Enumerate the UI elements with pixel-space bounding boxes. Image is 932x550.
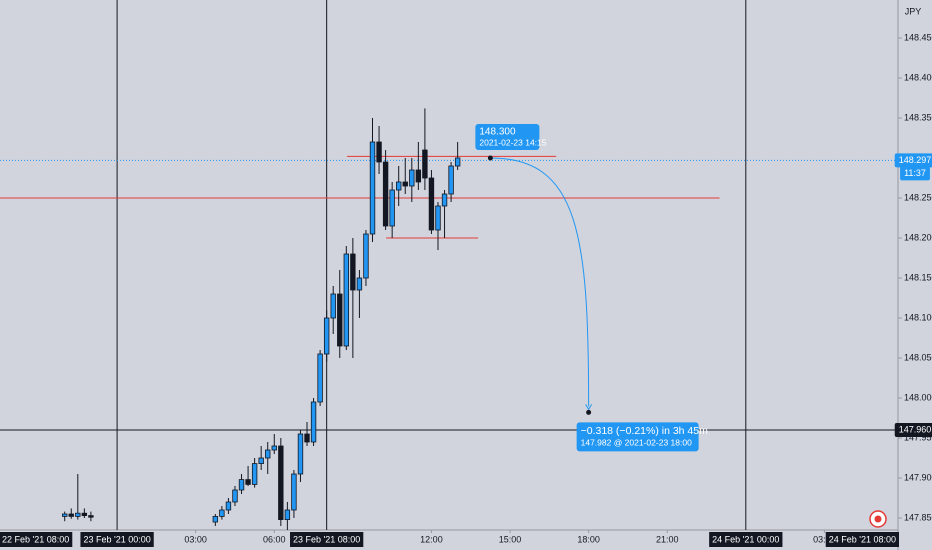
candle-body: [337, 293, 343, 347]
candle-body: [356, 277, 363, 291]
candle-body: [382, 161, 389, 227]
candle-body: [271, 445, 277, 451]
last-price-label-box: [894, 153, 932, 168]
last-price-label: 148.297: [899, 155, 932, 165]
candle-body: [278, 445, 284, 520]
x-tick-label: 12:00: [420, 534, 443, 544]
date-marker-box: [0, 532, 73, 547]
candle-body: [245, 479, 251, 485]
projection-start-box: [475, 124, 540, 150]
projection-start-price: 148.300: [479, 127, 516, 138]
candle-body: [310, 401, 317, 443]
y-tick-label: 148.250: [904, 192, 932, 202]
date-marker-label: 23 Feb '21 00:00: [83, 534, 150, 544]
candle-body: [369, 141, 376, 235]
projection-arrow: [585, 404, 593, 411]
candle-body: [409, 169, 415, 187]
date-marker-label: 22 Feb '21 08:00: [2, 534, 69, 544]
candle-body: [422, 149, 428, 179]
candle-body: [304, 433, 310, 443]
candle-body: [448, 165, 454, 195]
projection-start-date: 2021-02-23 14:15: [479, 137, 546, 147]
date-marker-box: [290, 532, 364, 547]
candle-body: [68, 513, 74, 517]
date-marker-label: 24 Feb '21 08:00: [829, 534, 896, 544]
candle-body: [389, 189, 395, 227]
candle-body: [88, 515, 94, 518]
candle-body: [376, 141, 382, 163]
candle-body: [232, 489, 238, 503]
candle-body: [428, 177, 435, 231]
candle-body: [297, 433, 304, 475]
candle-body: [396, 181, 402, 191]
candle-body: [441, 193, 448, 207]
candle-body: [219, 509, 225, 517]
crosshair-price-label: 147.960: [899, 424, 932, 434]
candle-body: [284, 509, 291, 521]
candle-body: [323, 317, 330, 355]
countdown-label: 11:37: [904, 168, 926, 178]
projection-end-box: [576, 422, 699, 452]
candle-body: [317, 353, 323, 403]
y-tick-label: 148.150: [904, 272, 932, 282]
x-tick-label: 06:00: [263, 534, 286, 544]
x-tick-label: 15:00: [499, 534, 522, 544]
date-marker-box: [825, 532, 899, 547]
record-dot[interactable]: [874, 515, 882, 523]
candle-body: [291, 473, 297, 511]
y-tick-label: 148.450: [904, 32, 932, 42]
candle-body: [454, 157, 461, 167]
x-tick-label: 18:00: [577, 534, 600, 544]
candle-body: [343, 253, 350, 347]
record-button[interactable]: [869, 510, 887, 528]
candle-body: [350, 253, 356, 291]
projection-start: [487, 155, 493, 161]
x-tick-label: 21:00: [656, 534, 679, 544]
date-marker-box: [80, 532, 154, 547]
candle-body: [363, 233, 369, 279]
y-tick-label: 148.000: [904, 392, 932, 402]
crosshair-price-label-box: [894, 423, 932, 437]
x-tick-label: 03:00: [813, 534, 836, 544]
projection-end: [586, 409, 592, 415]
projection-curve: [490, 157, 590, 407]
candle-body: [212, 516, 219, 523]
candle-body: [238, 479, 245, 491]
date-marker-label: 23 Feb '21 08:00: [293, 534, 360, 544]
countdown-label-box: [900, 166, 930, 181]
projection-end-detail: 147.982 @ 2021-02-23 18:00: [581, 438, 692, 448]
date-marker-box: [709, 532, 783, 547]
date-marker-label: 24 Feb '21 00:00: [712, 534, 779, 544]
y-tick-label: 147.850: [904, 512, 932, 522]
y-tick-label: 148.350: [904, 112, 932, 122]
candle-body: [62, 513, 68, 517]
y-tick-label: 147.900: [904, 472, 932, 482]
candle-body: [402, 181, 408, 187]
candle-body: [81, 512, 88, 517]
candle-body: [415, 169, 422, 183]
candle-body: [75, 512, 81, 517]
x-tick-label: 03:00: [184, 534, 207, 544]
candle-body: [258, 457, 264, 464]
y-tick-label: 148.200: [904, 232, 932, 242]
candle-body: [265, 449, 271, 459]
candle-body: [225, 501, 232, 511]
y-tick-label: 147.950: [904, 432, 932, 442]
y-tick-label: 148.400: [904, 72, 932, 82]
y-tick-label: 148.050: [904, 352, 932, 362]
currency: JPY: [905, 6, 922, 16]
projection-end-change: −0.318 (−0.21%) in 3h 45m: [581, 425, 709, 437]
candle-body: [330, 293, 336, 319]
y-tick-label: 148.100: [904, 312, 932, 322]
candle-body: [251, 463, 258, 485]
candle-body: [435, 205, 441, 231]
